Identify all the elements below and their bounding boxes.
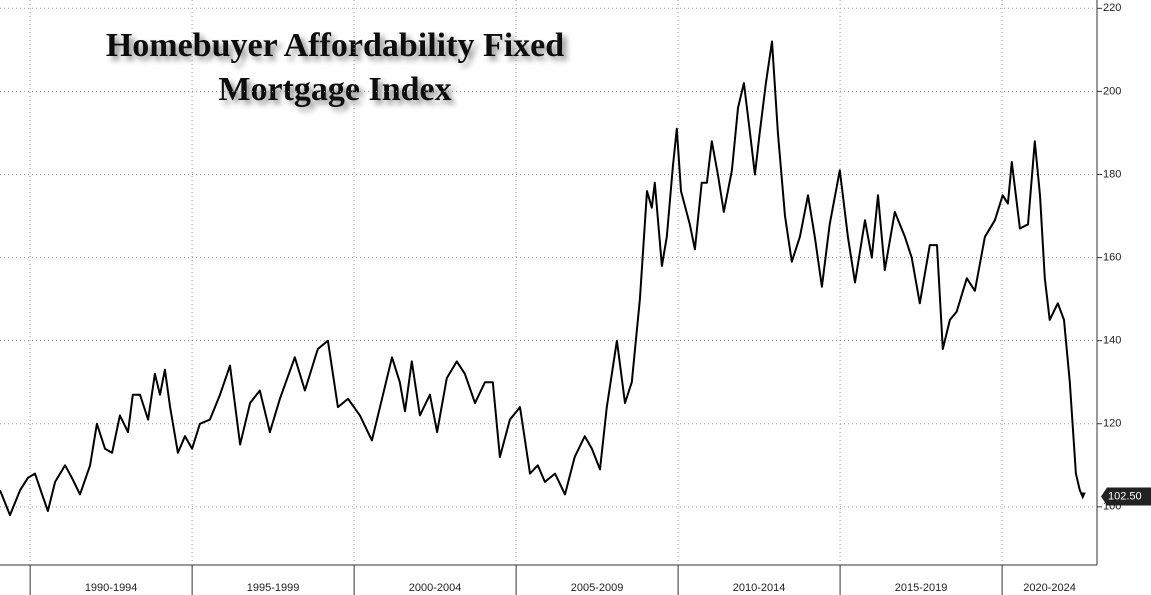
x-period-label: 2005-2009 (571, 582, 624, 594)
chart-title: Mortgage Index (218, 71, 451, 108)
line-end-arrow (1079, 492, 1086, 500)
x-period-label: 1990-1994 (85, 582, 138, 594)
value-label: 102.50 (1108, 490, 1142, 502)
x-period-label: 2020-2024 (1023, 582, 1076, 594)
value-label-box (1101, 487, 1151, 506)
x-period-label: 2015-2019 (895, 582, 948, 594)
y-tick-label: 200 (1103, 85, 1121, 97)
y-tick-label: 220 (1103, 2, 1121, 14)
x-period-label: 1995-1999 (247, 582, 300, 594)
x-period-label: 2000-2004 (409, 582, 462, 594)
y-tick-label: 140 (1103, 335, 1121, 347)
y-tick-label: 160 (1103, 251, 1121, 263)
line-series (0, 40, 1084, 517)
y-tick-label: 120 (1103, 418, 1121, 430)
x-period-label: 2010-2014 (733, 582, 786, 594)
chart-title: Homebuyer Affordability Fixed (106, 27, 564, 64)
y-tick-label: 180 (1103, 168, 1121, 180)
